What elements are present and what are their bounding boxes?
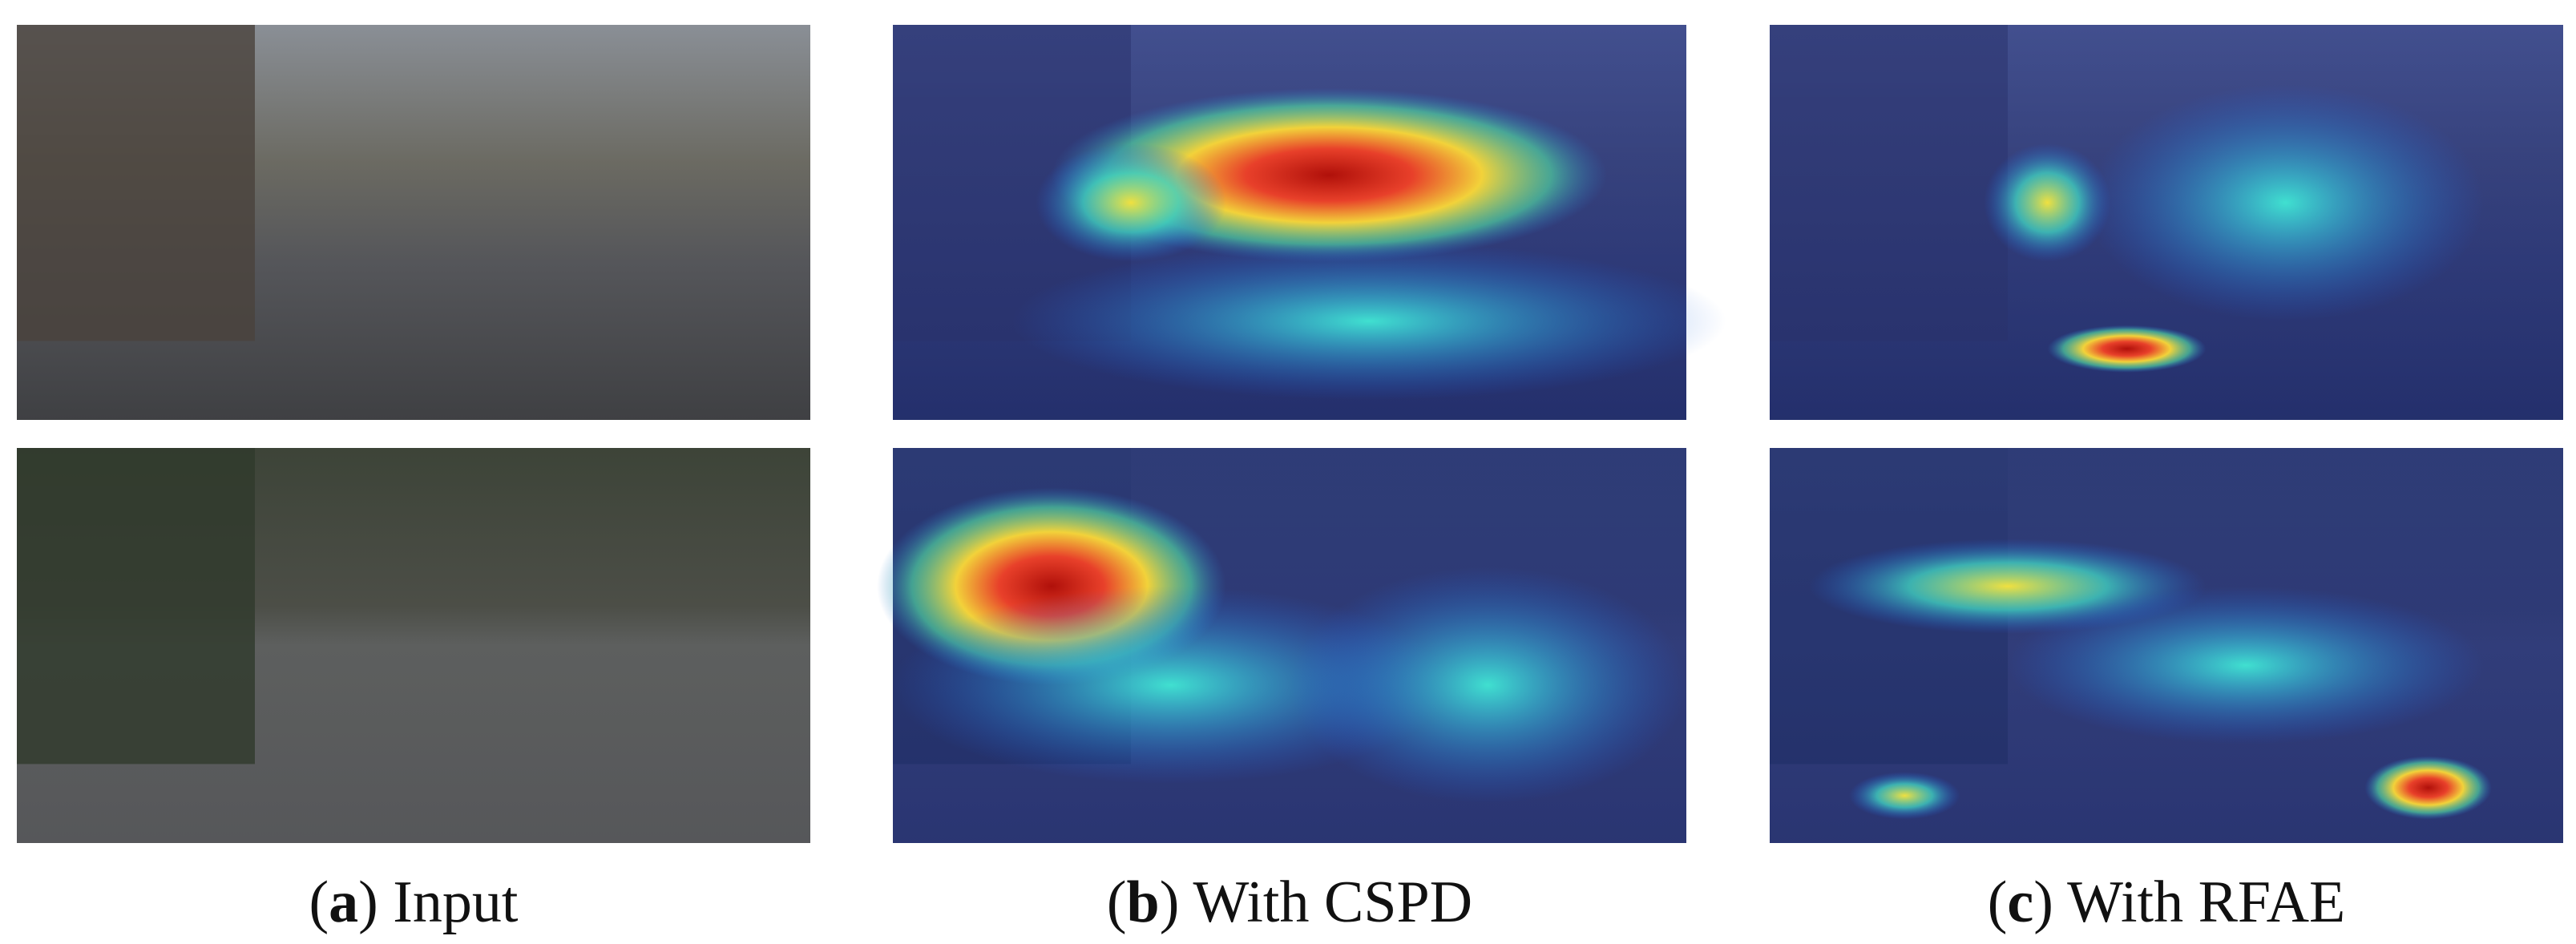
caption: (b) With CSPD (1107, 869, 1472, 935)
buildings (17, 25, 255, 341)
panel: (a) Input (17, 25, 810, 935)
caption-part: ( (309, 869, 329, 935)
heat-region (1011, 242, 1726, 401)
panel: (b) With CSPD (877, 25, 1726, 935)
image (17, 25, 810, 420)
heat-region (2087, 83, 2484, 321)
image (1770, 25, 2563, 420)
caption: (a) Input (309, 869, 518, 935)
heat-region (2364, 756, 2492, 820)
caption-part: ( (1988, 869, 2008, 935)
caption-part: b (1127, 869, 1160, 935)
panel: (c) With RFAE (1770, 25, 2563, 935)
caption-part: c (2007, 869, 2033, 935)
heat-region (1984, 143, 2111, 262)
heat-region (1290, 566, 1686, 804)
heat-region (1849, 772, 1960, 820)
heat-region (2008, 586, 2484, 744)
image (893, 25, 1726, 420)
caption-part: ) Input (358, 869, 519, 935)
caption-part: a (329, 869, 358, 935)
image (1770, 448, 2563, 843)
caption-part: ) With CSPD (1160, 869, 1472, 935)
heat-region (1036, 143, 1226, 262)
caption-part: ( (1107, 869, 1127, 935)
heat-region (2047, 325, 2207, 373)
image (877, 448, 1686, 843)
caption-part: ) With RFAE (2033, 869, 2345, 935)
caption: (c) With RFAE (1988, 869, 2346, 935)
buildings (17, 448, 255, 764)
image (17, 448, 810, 843)
